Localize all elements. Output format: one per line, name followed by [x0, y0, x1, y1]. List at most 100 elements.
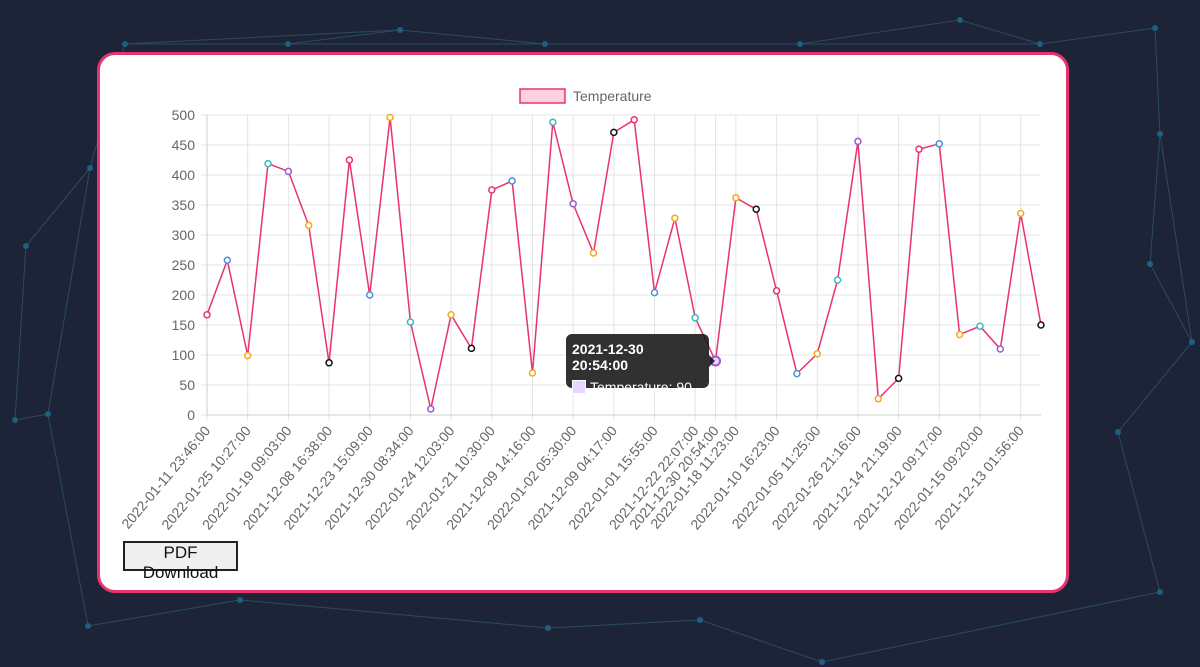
- network-line: [1039, 27, 1156, 45]
- data-point[interactable]: [854, 137, 862, 146]
- network-line: [1159, 133, 1193, 343]
- y-tick-label: 100: [172, 347, 196, 363]
- network-node: [1157, 131, 1163, 137]
- network-node: [1037, 41, 1043, 47]
- data-point[interactable]: [284, 167, 293, 176]
- y-tick-label: 0: [187, 407, 195, 423]
- chart-card: [97, 52, 1069, 593]
- temperature-series-line: [206, 117, 1042, 410]
- data-point[interactable]: [345, 156, 354, 164]
- data-point[interactable]: [732, 194, 740, 202]
- data-point[interactable]: [589, 249, 598, 257]
- data-point[interactable]: [813, 350, 821, 358]
- y-tick-label: 350: [172, 197, 196, 213]
- data-point[interactable]: [996, 345, 1005, 353]
- network-node: [12, 417, 18, 423]
- network-node: [957, 17, 963, 23]
- data-point[interactable]: [365, 291, 374, 299]
- data-point[interactable]: [386, 113, 394, 122]
- network-node: [1115, 429, 1121, 435]
- network-line: [124, 29, 401, 45]
- data-point[interactable]: [1037, 321, 1045, 329]
- data-point[interactable]: [691, 314, 699, 322]
- data-point[interactable]: [264, 159, 272, 168]
- y-tick-label: 500: [172, 107, 196, 123]
- network-line: [821, 591, 1161, 663]
- y-tick-label: 250: [172, 257, 196, 273]
- network-line: [47, 167, 91, 415]
- legend-swatch[interactable]: [519, 88, 566, 104]
- network-line: [287, 29, 401, 45]
- tooltip-title: 2021-12-30 20:54:00: [572, 341, 644, 373]
- network-node: [87, 165, 93, 171]
- network-line: [1149, 263, 1193, 343]
- network-line: [25, 167, 91, 247]
- data-point[interactable]: [650, 288, 659, 297]
- network-line: [14, 413, 49, 421]
- data-point[interactable]: [304, 221, 313, 230]
- data-point[interactable]: [955, 330, 964, 339]
- data-point[interactable]: [833, 276, 842, 284]
- network-node: [285, 41, 291, 47]
- data-point[interactable]: [528, 369, 537, 377]
- network-line: [47, 413, 89, 627]
- network-line: [547, 619, 701, 629]
- data-point[interactable]: [243, 351, 252, 360]
- data-point[interactable]: [772, 287, 781, 295]
- y-tick-label: 200: [172, 287, 196, 303]
- data-point[interactable]: [203, 311, 211, 319]
- data-point[interactable]: [325, 359, 333, 367]
- data-point[interactable]: [915, 145, 923, 153]
- data-point[interactable]: [549, 118, 557, 126]
- data-point[interactable]: [467, 344, 476, 353]
- data-point[interactable]: [569, 200, 577, 208]
- network-node: [397, 27, 403, 33]
- y-tick-label: 300: [172, 227, 196, 243]
- network-line: [799, 19, 961, 45]
- data-point[interactable]: [976, 322, 984, 330]
- network-line: [14, 245, 27, 421]
- chart-tooltip: 2021-12-30 20:54:00 Temperature: 90: [566, 334, 709, 395]
- network-node: [1152, 25, 1158, 31]
- network-node: [542, 41, 548, 47]
- network-line: [1117, 431, 1161, 593]
- network-node: [819, 659, 825, 665]
- network-node: [122, 41, 128, 47]
- network-node: [45, 411, 51, 417]
- network-node: [237, 597, 243, 603]
- data-point[interactable]: [894, 374, 903, 383]
- data-point[interactable]: [223, 256, 232, 264]
- pdf-download-button[interactable]: PDF Download: [123, 541, 238, 582]
- data-point[interactable]: [630, 116, 638, 124]
- tooltip-label: Temperature: 90: [590, 379, 692, 395]
- data-point[interactable]: [427, 405, 435, 413]
- data-point[interactable]: [1016, 209, 1025, 218]
- network-node: [1157, 589, 1163, 595]
- data-point[interactable]: [935, 140, 944, 148]
- data-point[interactable]: [793, 369, 801, 378]
- network-node: [545, 625, 551, 631]
- data-point[interactable]: [447, 311, 455, 319]
- y-tick-label: 50: [179, 377, 195, 393]
- tooltip-row: Temperature: 90: [572, 379, 703, 395]
- data-point[interactable]: [406, 318, 415, 326]
- network-line: [699, 619, 823, 663]
- data-point[interactable]: [874, 395, 883, 403]
- network-line: [1154, 27, 1161, 135]
- y-tick-label: 450: [172, 137, 196, 153]
- network-node: [23, 243, 29, 249]
- network-line: [87, 599, 241, 627]
- network-node: [697, 617, 703, 623]
- y-tick-label: 150: [172, 317, 196, 333]
- data-point[interactable]: [752, 205, 760, 213]
- data-point[interactable]: [488, 186, 496, 194]
- legend-label[interactable]: Temperature: [573, 88, 652, 104]
- y-tick-label: 400: [172, 167, 196, 183]
- network-line: [1117, 341, 1193, 433]
- data-point[interactable]: [671, 214, 679, 222]
- tooltip-color-swatch: [572, 380, 586, 394]
- network-node: [1147, 261, 1153, 267]
- data-point[interactable]: [610, 128, 618, 137]
- data-point[interactable]: [508, 177, 516, 185]
